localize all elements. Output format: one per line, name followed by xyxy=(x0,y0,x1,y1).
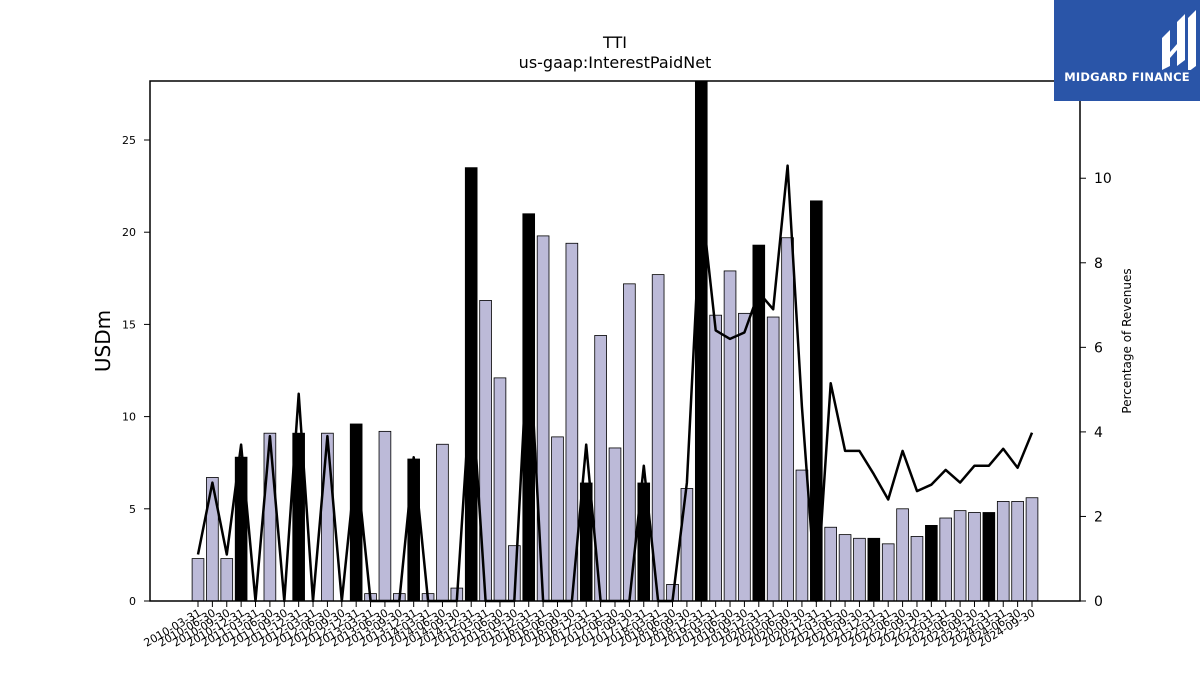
y-tick-label: 10 xyxy=(122,411,136,424)
chart-subtitle: us-gaap:InterestPaidNet xyxy=(519,53,712,72)
y2-tick-label: 2 xyxy=(1094,509,1103,525)
bar-2024-09-30 xyxy=(1025,497,1039,602)
bar-2021-06-30 xyxy=(838,534,852,602)
logo-text: MIDGARD FINANCE xyxy=(1064,70,1190,84)
y2-tick-label: 6 xyxy=(1094,340,1103,356)
bar-2019-06-30 xyxy=(723,270,737,602)
bar-2010-03-31 xyxy=(191,558,205,602)
y2-axis-label: Percentage of Revenues xyxy=(1120,268,1134,413)
bar-2016-06-30 xyxy=(551,436,564,602)
bar-2022-12-31 xyxy=(925,524,938,602)
bar-2021-03-31 xyxy=(824,526,837,602)
bar-2023-03-31 xyxy=(939,517,953,602)
bar-2017-06-30 xyxy=(608,447,622,602)
bar-2021-12-31 xyxy=(867,537,881,602)
y-tick-label: 0 xyxy=(129,595,136,608)
bar-2020-09-30 xyxy=(795,469,809,602)
y2-axis: 0 2 4 6 8 10 xyxy=(1080,171,1112,610)
chart-title: TTI xyxy=(602,33,627,52)
bar-series xyxy=(191,80,1039,602)
y2-tick-label: 4 xyxy=(1094,425,1103,441)
bar-2024-06-30 xyxy=(1011,501,1024,602)
bar-2021-09-30 xyxy=(853,537,866,602)
bar-2023-09-30 xyxy=(968,512,981,602)
bar-2022-09-30 xyxy=(910,536,924,602)
bar-2013-12-31 xyxy=(407,458,420,602)
y-axis: 0 5 10 15 20 25 xyxy=(122,134,150,608)
bar-2018-12-31 xyxy=(694,80,708,602)
bar-2020-03-31 xyxy=(766,316,780,602)
bar-2015-06-30 xyxy=(493,377,507,602)
bar-2024-03-31 xyxy=(996,501,1010,602)
y2-tick-label: 0 xyxy=(1094,594,1103,610)
y2-tick-label: 8 xyxy=(1094,256,1103,272)
y-tick-label: 25 xyxy=(122,134,136,147)
y2-tick-label: 10 xyxy=(1094,171,1112,187)
bar-2019-03-31 xyxy=(709,314,722,602)
bar-2014-06-30 xyxy=(436,443,449,602)
bar-2023-12-31 xyxy=(982,512,996,602)
bar-2019-09-30 xyxy=(738,312,751,602)
bar-2011-06-30 xyxy=(263,432,277,602)
bar-2022-03-31 xyxy=(881,543,895,602)
y-tick-label: 20 xyxy=(122,226,136,239)
logo-mark-icon xyxy=(1162,10,1196,70)
bar-2023-06-30 xyxy=(953,510,967,602)
y-axis-label: USDm xyxy=(91,310,115,372)
bar-2013-06-30 xyxy=(378,430,392,602)
bar-2018-09-30 xyxy=(680,488,694,602)
bar-2010-06-30 xyxy=(206,477,219,602)
y-tick-label: 5 xyxy=(129,503,136,516)
bar-2022-06-30 xyxy=(896,508,909,602)
bar-2012-06-30 xyxy=(321,432,334,602)
bar-2010-09-30 xyxy=(220,558,234,602)
bar-2020-06-30 xyxy=(781,237,794,602)
x-axis: 2010-03-312010-06-302010-09-302010-12-31… xyxy=(142,601,1038,650)
brand-logo: MIDGARD FINANCE xyxy=(1054,0,1200,101)
y-tick-label: 15 xyxy=(122,318,136,331)
